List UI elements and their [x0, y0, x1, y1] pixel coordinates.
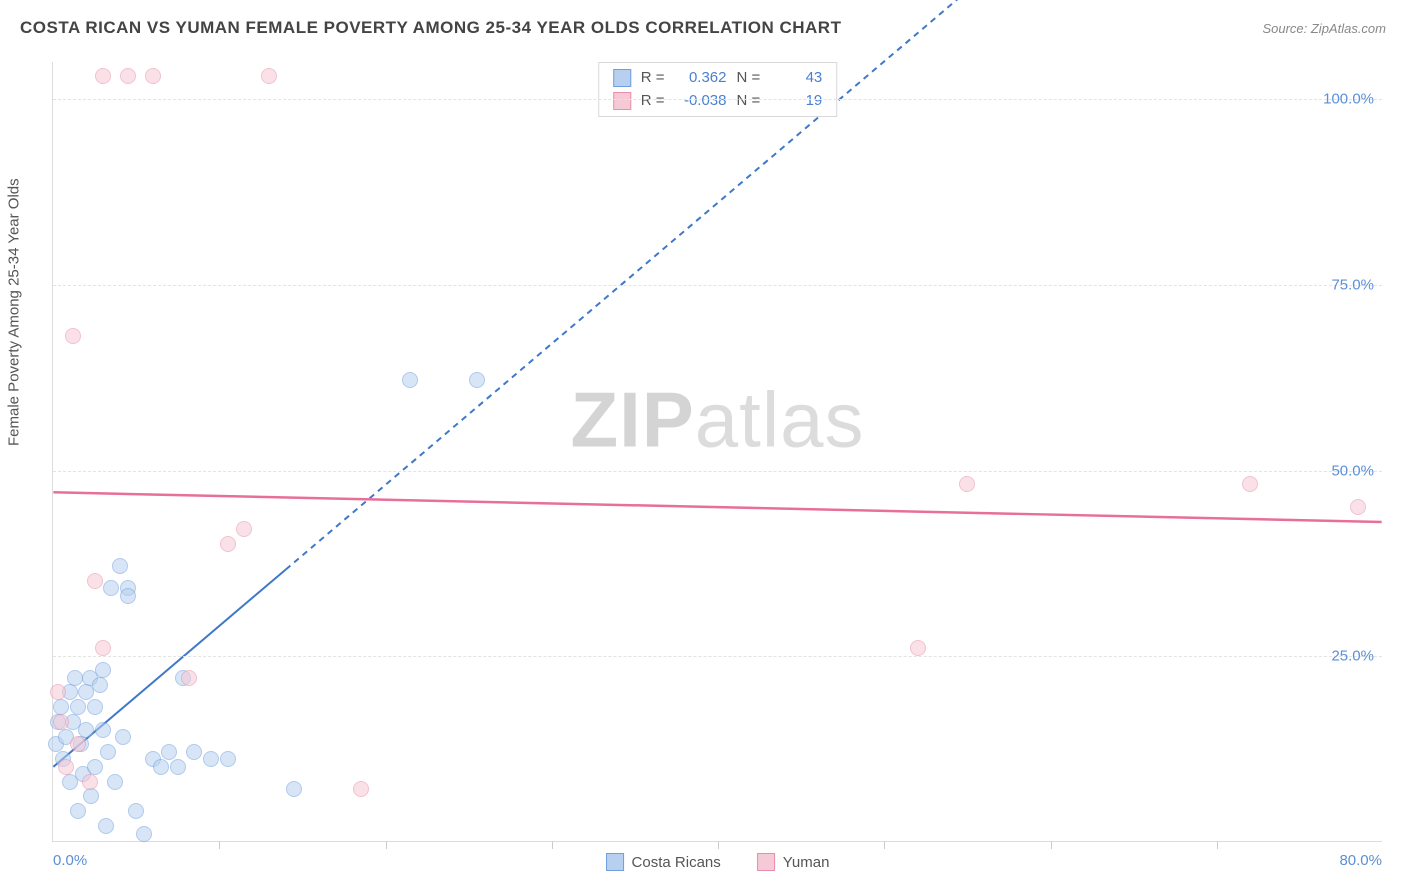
- x-axis-min-label: 0.0%: [53, 852, 87, 869]
- data-point: [70, 699, 86, 715]
- data-point: [112, 558, 128, 574]
- data-point: [120, 68, 136, 84]
- data-point: [53, 699, 69, 715]
- data-point: [92, 677, 108, 693]
- data-point: [181, 670, 197, 686]
- scatter-plot: ZIPatlas R =0.362N =43R =-0.038N =19 Cos…: [52, 62, 1382, 842]
- data-point: [220, 536, 236, 552]
- data-point: [87, 699, 103, 715]
- data-point: [87, 573, 103, 589]
- data-point: [402, 372, 418, 388]
- legend-swatch: [606, 853, 624, 871]
- data-point: [95, 68, 111, 84]
- data-point: [95, 722, 111, 738]
- legend-label: Costa Ricans: [632, 854, 721, 871]
- data-point: [161, 744, 177, 760]
- data-point: [98, 818, 114, 834]
- source-name: ZipAtlas.com: [1311, 21, 1386, 36]
- data-point: [220, 751, 236, 767]
- data-point: [120, 588, 136, 604]
- x-axis-max-label: 80.0%: [1339, 852, 1382, 869]
- data-point: [203, 751, 219, 767]
- source-attribution: Source: ZipAtlas.com: [1262, 21, 1386, 36]
- legend-item: Costa Ricans: [606, 853, 721, 871]
- y-tick-label: 50.0%: [1331, 462, 1374, 479]
- legend-item: Yuman: [757, 853, 830, 871]
- data-point: [153, 759, 169, 775]
- series-legend: Costa Ricans Yuman: [606, 853, 830, 871]
- x-tick: [386, 841, 387, 849]
- data-point: [170, 759, 186, 775]
- x-tick: [1051, 841, 1052, 849]
- y-tick-label: 100.0%: [1323, 91, 1374, 108]
- source-label: Source:: [1262, 21, 1310, 36]
- data-point: [83, 788, 99, 804]
- stat-r-label: R =: [641, 67, 665, 90]
- data-point: [1242, 476, 1258, 492]
- y-tick-label: 25.0%: [1331, 648, 1374, 665]
- watermark-bold: ZIP: [570, 376, 694, 464]
- data-point: [115, 729, 131, 745]
- stat-r-value: -0.038: [675, 90, 727, 113]
- data-point: [65, 328, 81, 344]
- x-tick: [219, 841, 220, 849]
- data-point: [82, 774, 98, 790]
- watermark-light: atlas: [695, 376, 865, 464]
- data-point: [261, 68, 277, 84]
- stats-row: R = 0.362 N = 43: [613, 67, 823, 90]
- gridline-h: [53, 285, 1382, 286]
- gridline-h: [53, 656, 1382, 657]
- data-point: [70, 736, 86, 752]
- gridline-h: [53, 471, 1382, 472]
- data-point: [100, 744, 116, 760]
- x-tick: [552, 841, 553, 849]
- data-point: [53, 714, 69, 730]
- stats-row: R = -0.038 N = 19: [613, 90, 823, 113]
- data-point: [107, 774, 123, 790]
- data-point: [145, 68, 161, 84]
- data-point: [959, 476, 975, 492]
- stat-n-value: 43: [770, 67, 822, 90]
- data-point: [186, 744, 202, 760]
- legend-label: Yuman: [783, 854, 830, 871]
- gridline-h: [53, 99, 1382, 100]
- data-point: [67, 670, 83, 686]
- x-tick: [1217, 841, 1218, 849]
- correlation-stats-box: R = 0.362 N = 43 R = -0.038 N = 19: [598, 62, 838, 117]
- data-point: [95, 662, 111, 678]
- stat-n-label: N =: [737, 90, 761, 113]
- data-point: [353, 781, 369, 797]
- series-swatch: [613, 92, 631, 110]
- stat-n-label: N =: [737, 67, 761, 90]
- data-point: [128, 803, 144, 819]
- data-point: [236, 521, 252, 537]
- data-point: [58, 759, 74, 775]
- stat-r-value: 0.362: [675, 67, 727, 90]
- data-point: [136, 826, 152, 842]
- legend-swatch: [757, 853, 775, 871]
- watermark: ZIPatlas: [570, 375, 864, 466]
- data-point: [469, 372, 485, 388]
- data-point: [50, 684, 66, 700]
- y-tick-label: 75.0%: [1331, 276, 1374, 293]
- data-point: [87, 759, 103, 775]
- data-point: [95, 640, 111, 656]
- data-point: [70, 803, 86, 819]
- data-point: [286, 781, 302, 797]
- stat-r-label: R =: [641, 90, 665, 113]
- y-axis-label: Female Poverty Among 25-34 Year Olds: [6, 178, 23, 446]
- chart-title: COSTA RICAN VS YUMAN FEMALE POVERTY AMON…: [20, 18, 841, 38]
- x-tick: [884, 841, 885, 849]
- data-point: [78, 722, 94, 738]
- regression-line-solid: [53, 492, 1381, 522]
- data-point: [910, 640, 926, 656]
- x-tick: [718, 841, 719, 849]
- data-point: [103, 580, 119, 596]
- regression-lines: [53, 62, 1382, 841]
- data-point: [1350, 499, 1366, 515]
- series-swatch: [613, 69, 631, 87]
- stat-n-value: 19: [770, 90, 822, 113]
